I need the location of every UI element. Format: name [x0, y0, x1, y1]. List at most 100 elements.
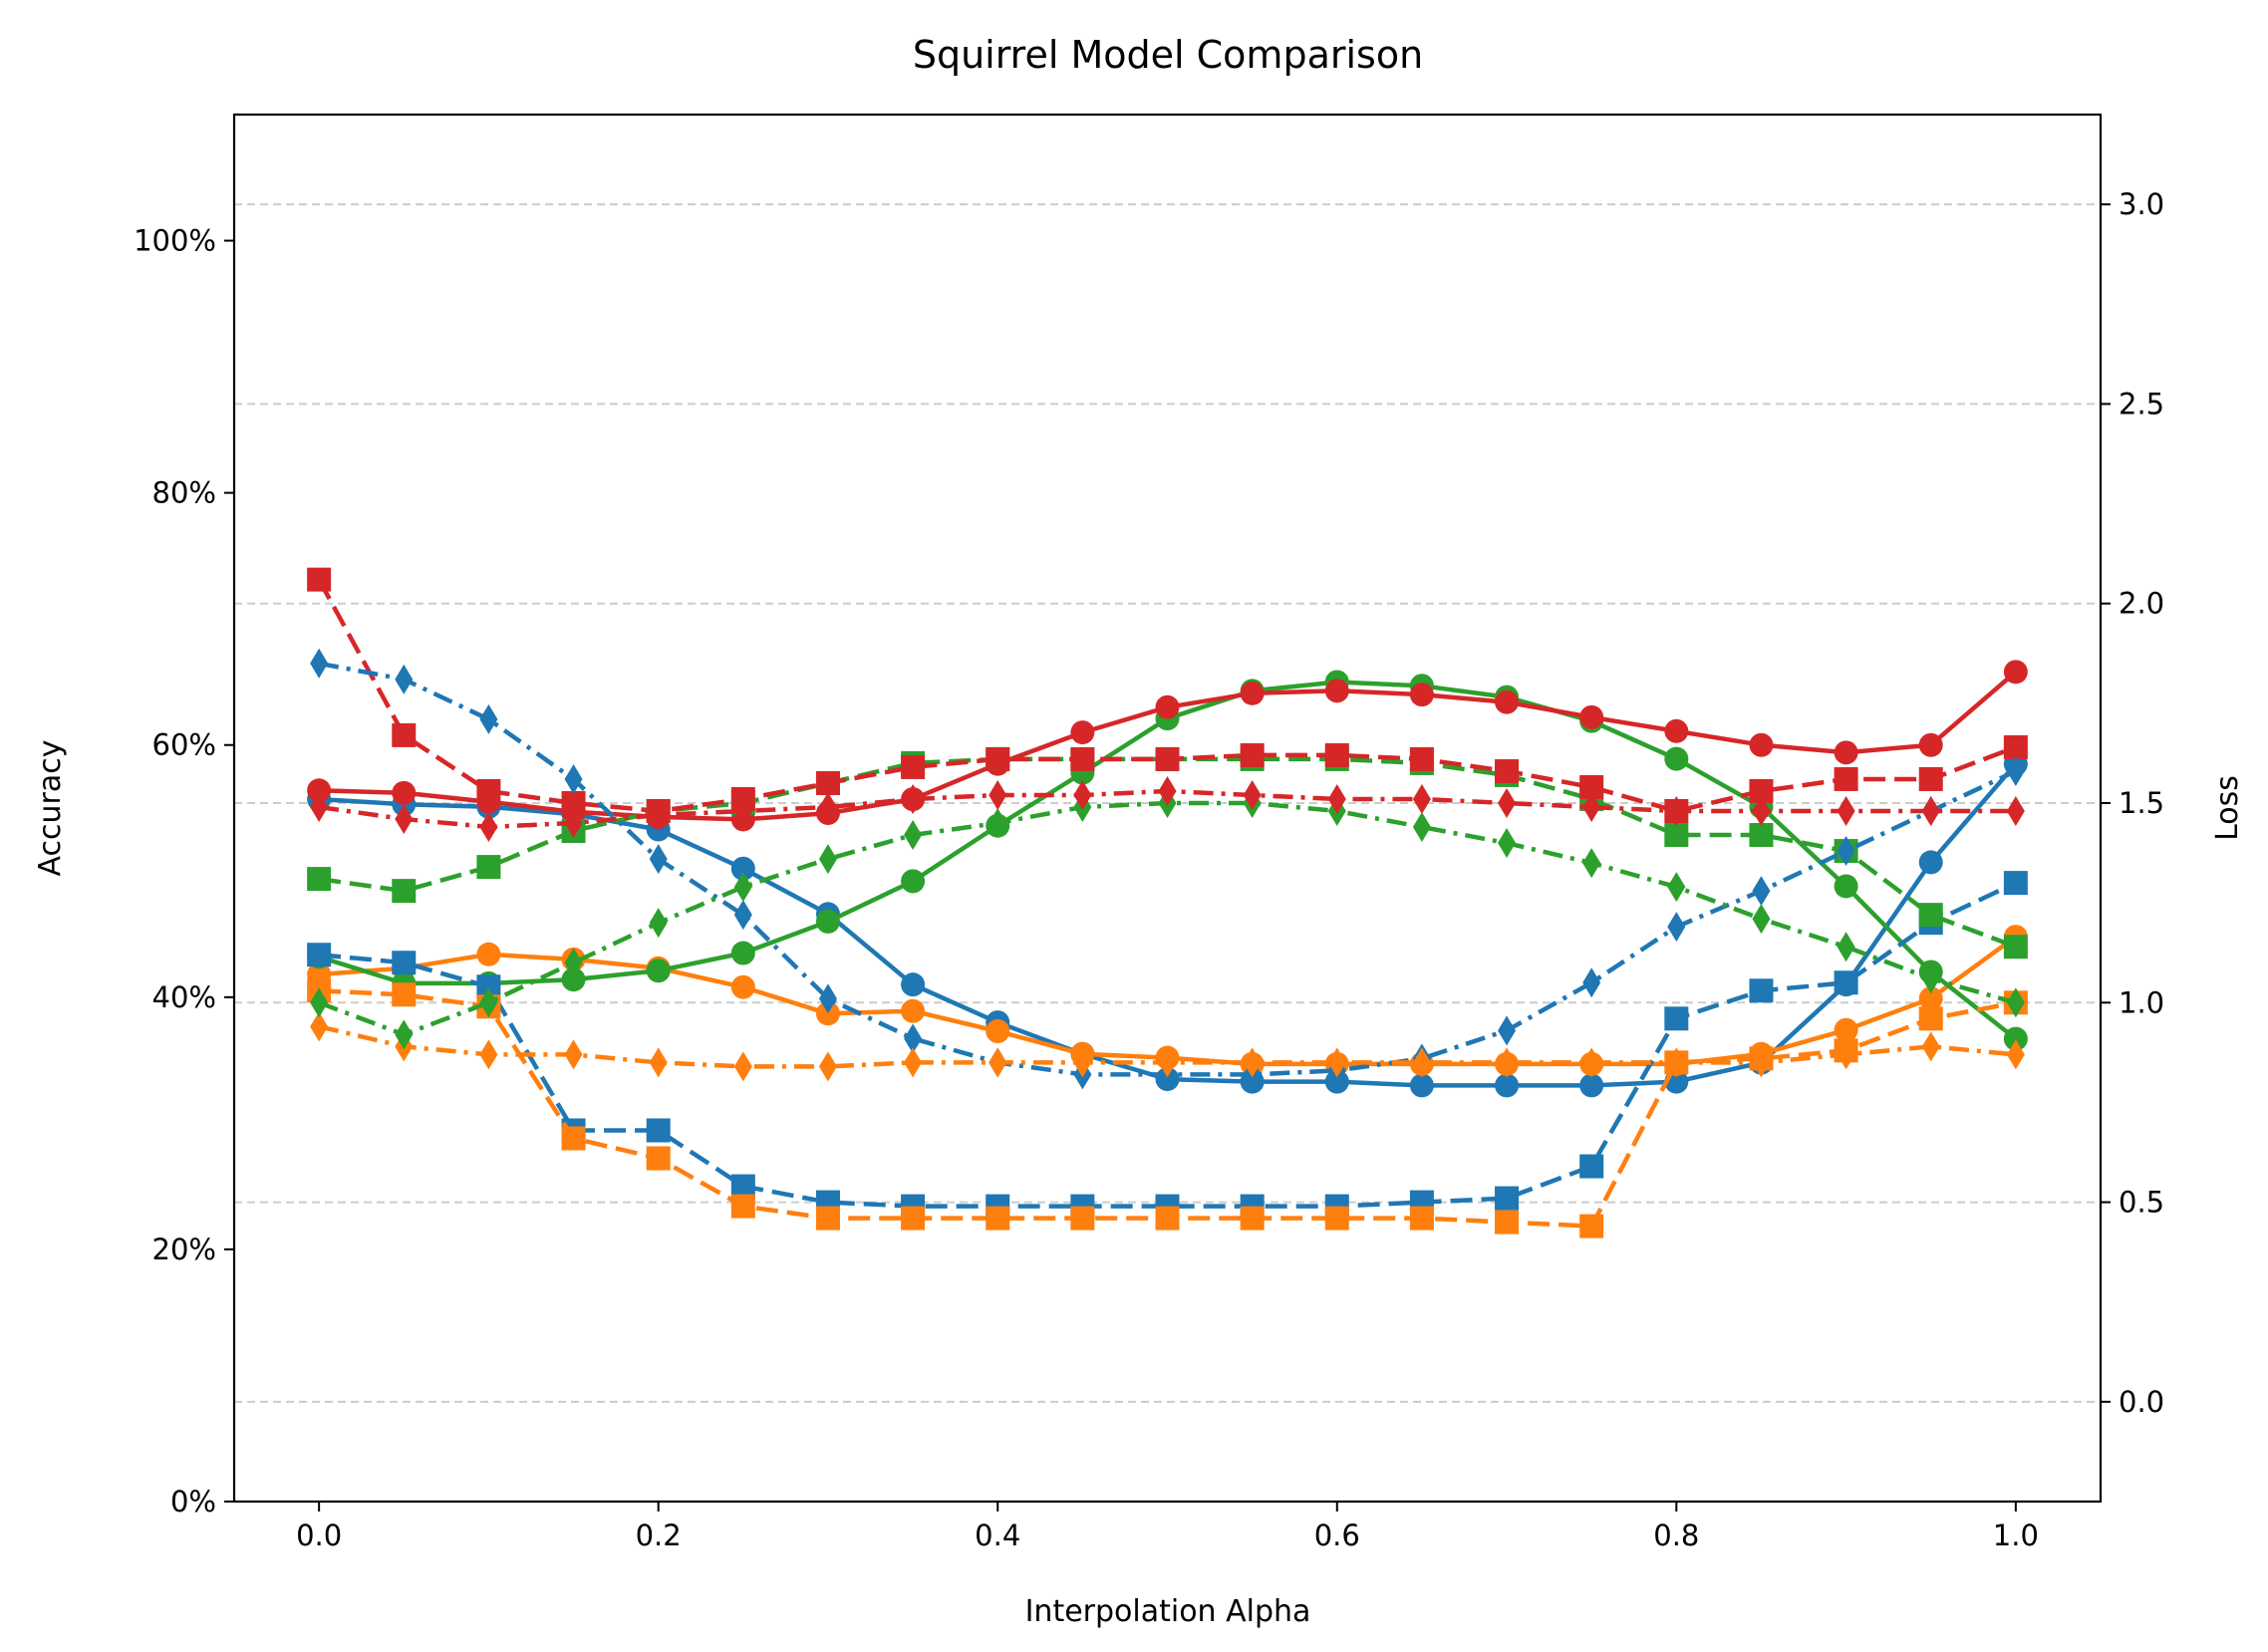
data-point [730, 1174, 755, 1199]
data-point [730, 941, 755, 965]
data-point [395, 664, 414, 694]
data-point [649, 908, 668, 939]
data-point [564, 948, 583, 978]
y-axis-ticks: 0% 20% 40% 60% 80% 100% [134, 224, 234, 1518]
y2-axis-label: Loss [2210, 775, 2245, 841]
data-point [561, 967, 586, 992]
data-point [815, 909, 840, 934]
data-point [733, 796, 752, 827]
data-point [392, 780, 417, 805]
data-point [479, 703, 498, 734]
data-point [392, 951, 417, 975]
data-point [989, 1047, 1007, 1078]
data-point [1240, 681, 1265, 705]
data-point [1918, 903, 1943, 928]
x-tick-label: 0.8 [1653, 1518, 1699, 1552]
x-tick-label: 0.2 [636, 1518, 682, 1552]
data-point [901, 754, 926, 779]
data-point [901, 972, 926, 997]
data-point [1582, 1047, 1601, 1078]
y2-tick-label: 0.0 [2119, 1385, 2164, 1419]
data-point [733, 900, 752, 931]
series-layer [307, 567, 2028, 1239]
data-point [1495, 1186, 1520, 1211]
data-point [564, 808, 583, 839]
x-axis-ticks: 0.0 0.2 0.4 0.6 0.8 1.0 [296, 1502, 2039, 1552]
data-point [1667, 1047, 1686, 1078]
data-point [1495, 689, 1520, 714]
data-point [646, 1146, 671, 1171]
data-point [1752, 796, 1771, 827]
data-point [1155, 1206, 1180, 1231]
data-point [1495, 758, 1520, 783]
data-point [2003, 660, 2028, 685]
data-point [2006, 1039, 2025, 1070]
data-point [1752, 904, 1771, 935]
data-point [1579, 1154, 1604, 1179]
data-point [1582, 848, 1601, 879]
data-point [901, 1206, 926, 1231]
data-point [1409, 1206, 1434, 1231]
data-point [646, 959, 671, 983]
data-point [1921, 1031, 1940, 1062]
data-point [1918, 1006, 1943, 1031]
data-point [1495, 1210, 1520, 1235]
data-point [730, 974, 755, 999]
data-point [392, 879, 417, 904]
data-point [1752, 1047, 1771, 1078]
data-point [815, 770, 840, 795]
data-point [1498, 1047, 1517, 1078]
data-point [989, 779, 1007, 810]
data-point [564, 1039, 583, 1070]
data-point [730, 1194, 755, 1219]
y-axis-label: Accuracy [33, 740, 68, 877]
data-point [986, 746, 1010, 771]
data-point [818, 983, 837, 1014]
data-point [307, 867, 332, 892]
y2-tick-label: 1.5 [2119, 786, 2164, 820]
data-point [1834, 970, 1858, 995]
data-point [1582, 791, 1601, 822]
data-point [1918, 850, 1943, 875]
data-point [1918, 766, 1943, 791]
data-point [1664, 1006, 1689, 1031]
data-point [904, 783, 923, 814]
y-tick-label: 80% [152, 476, 216, 510]
data-point [1412, 1047, 1431, 1078]
y2-tick-label: 1.0 [2119, 985, 2164, 1019]
data-point [476, 778, 501, 803]
x-tick-label: 0.0 [296, 1518, 342, 1552]
data-point [904, 820, 923, 851]
y2-tick-label: 0.5 [2119, 1186, 2164, 1220]
data-point [307, 567, 332, 592]
data-point [1409, 1073, 1434, 1098]
y-tick-label: 20% [152, 1233, 216, 1266]
data-point [989, 808, 1007, 839]
data-point [310, 791, 329, 822]
data-point [1495, 1073, 1520, 1098]
data-point [310, 987, 329, 1018]
data-point [1918, 986, 1943, 1011]
data-point [479, 812, 498, 843]
y2-axis-ticks: 0.0 0.5 1.0 1.5 2.0 2.5 3.0 [2101, 187, 2164, 1419]
series-orange-loss [307, 978, 2028, 1239]
data-point [1070, 720, 1095, 745]
data-point [733, 872, 752, 903]
data-point [901, 869, 926, 894]
data-point [904, 1047, 923, 1078]
data-point [1240, 742, 1265, 767]
data-point [1070, 1206, 1095, 1231]
data-point [1834, 766, 1858, 791]
data-point [2003, 871, 2028, 896]
x-axis-label: Interpolation Alpha [1025, 1594, 1311, 1629]
data-point [649, 844, 668, 875]
data-point [1921, 796, 1940, 827]
data-point [733, 1051, 752, 1082]
data-point [1155, 746, 1180, 771]
data-point [476, 942, 501, 966]
y2-tick-label: 2.0 [2119, 587, 2164, 621]
data-point [649, 800, 668, 831]
data-point [1664, 718, 1689, 743]
data-point [1327, 1047, 1346, 1078]
